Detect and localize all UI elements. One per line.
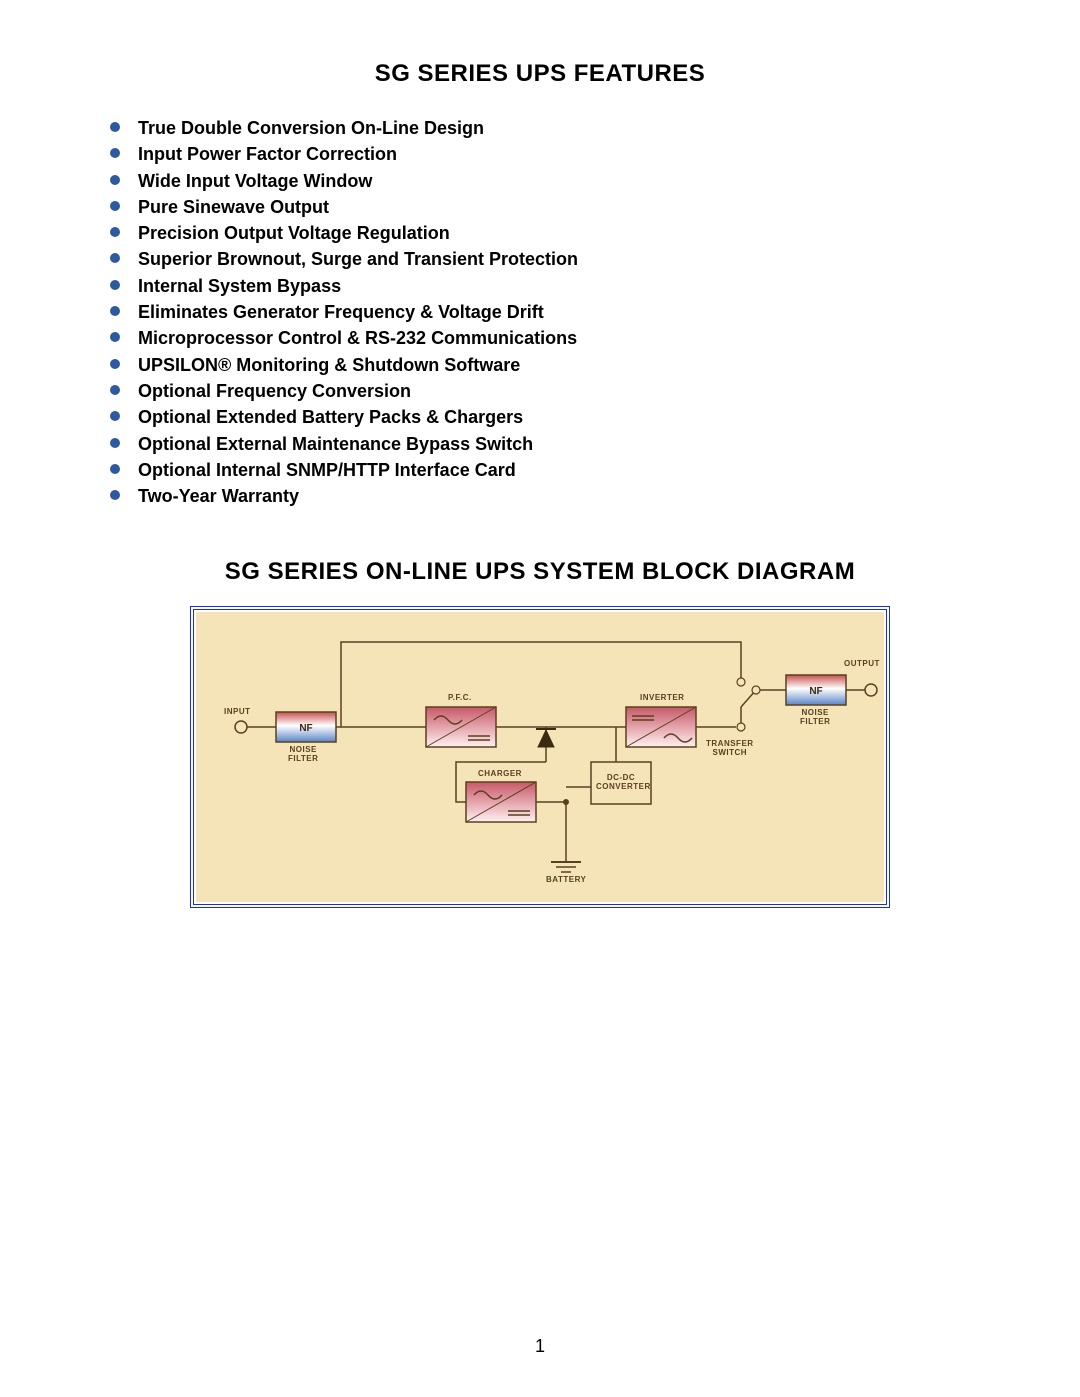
features-title: SG SERIES UPS FEATURES xyxy=(100,60,980,88)
feature-text: Microprocessor Control & RS-232 Communic… xyxy=(138,326,577,350)
feature-text: Optional Internal SNMP/HTTP Interface Ca… xyxy=(138,458,516,482)
feature-text: Input Power Factor Correction xyxy=(138,142,397,166)
page-number: 1 xyxy=(0,1336,1080,1357)
feature-item: Eliminates Generator Frequency & Voltage… xyxy=(110,300,980,324)
label-charger: CHARGER xyxy=(478,770,522,779)
label-dcdc: DC-DC CONVERTER xyxy=(596,774,646,792)
feature-item: Precision Output Voltage Regulation xyxy=(110,221,980,245)
bullet-icon xyxy=(110,411,120,421)
bullet-icon xyxy=(110,201,120,211)
feature-item: Internal System Bypass xyxy=(110,274,980,298)
feature-text: Precision Output Voltage Regulation xyxy=(138,221,450,245)
bullet-icon xyxy=(110,306,120,316)
bullet-icon xyxy=(110,332,120,342)
bullet-icon xyxy=(110,122,120,132)
bullet-icon xyxy=(110,227,120,237)
bullet-icon xyxy=(110,175,120,185)
feature-text: Internal System Bypass xyxy=(138,274,341,298)
bullet-icon xyxy=(110,464,120,474)
feature-item: Input Power Factor Correction xyxy=(110,142,980,166)
feature-item: True Double Conversion On-Line Design xyxy=(110,116,980,140)
feature-text: Optional Frequency Conversion xyxy=(138,379,411,403)
feature-item: Optional Internal SNMP/HTTP Interface Ca… xyxy=(110,458,980,482)
bullet-icon xyxy=(110,280,120,290)
feature-text: UPSILON® Monitoring & Shutdown Software xyxy=(138,353,520,377)
feature-text: Optional External Maintenance Bypass Swi… xyxy=(138,432,533,456)
feature-item: Two-Year Warranty xyxy=(110,484,980,508)
label-transfer-switch: TRANSFER SWITCH xyxy=(706,740,754,758)
label-noise-filter-2: NOISE FILTER xyxy=(800,709,830,727)
bullet-icon xyxy=(110,490,120,500)
label-inverter: INVERTER xyxy=(640,694,684,703)
bullet-icon xyxy=(110,438,120,448)
feature-text: Two-Year Warranty xyxy=(138,484,299,508)
feature-text: True Double Conversion On-Line Design xyxy=(138,116,484,140)
feature-text: Wide Input Voltage Window xyxy=(138,169,372,193)
feature-item: Optional Frequency Conversion xyxy=(110,379,980,403)
diagram-frame: NF NF xyxy=(190,606,890,908)
feature-item: UPSILON® Monitoring & Shutdown Software xyxy=(110,353,980,377)
features-list: True Double Conversion On-Line DesignInp… xyxy=(110,116,980,508)
feature-item: Optional External Maintenance Bypass Swi… xyxy=(110,432,980,456)
feature-item: Pure Sinewave Output xyxy=(110,195,980,219)
label-output: OUTPUT xyxy=(844,660,880,669)
feature-text: Eliminates Generator Frequency & Voltage… xyxy=(138,300,544,324)
feature-item: Optional Extended Battery Packs & Charge… xyxy=(110,405,980,429)
feature-text: Superior Brownout, Surge and Transient P… xyxy=(138,247,578,271)
bullet-icon xyxy=(110,253,120,263)
label-noise-filter-1: NOISE FILTER xyxy=(288,746,318,764)
bullet-icon xyxy=(110,359,120,369)
block-diagram: NF NF xyxy=(196,612,884,902)
feature-text: Optional Extended Battery Packs & Charge… xyxy=(138,405,523,429)
feature-item: Superior Brownout, Surge and Transient P… xyxy=(110,247,980,271)
feature-item: Microprocessor Control & RS-232 Communic… xyxy=(110,326,980,350)
svg-text:NF: NF xyxy=(299,723,312,734)
label-input: INPUT xyxy=(224,708,251,717)
svg-text:NF: NF xyxy=(809,686,822,697)
feature-item: Wide Input Voltage Window xyxy=(110,169,980,193)
bullet-icon xyxy=(110,148,120,158)
label-battery: BATTERY xyxy=(546,876,586,885)
diagram-title: SG SERIES ON-LINE UPS SYSTEM BLOCK DIAGR… xyxy=(100,558,980,586)
bullet-icon xyxy=(110,385,120,395)
label-pfc: P.F.C. xyxy=(448,694,472,703)
feature-text: Pure Sinewave Output xyxy=(138,195,329,219)
